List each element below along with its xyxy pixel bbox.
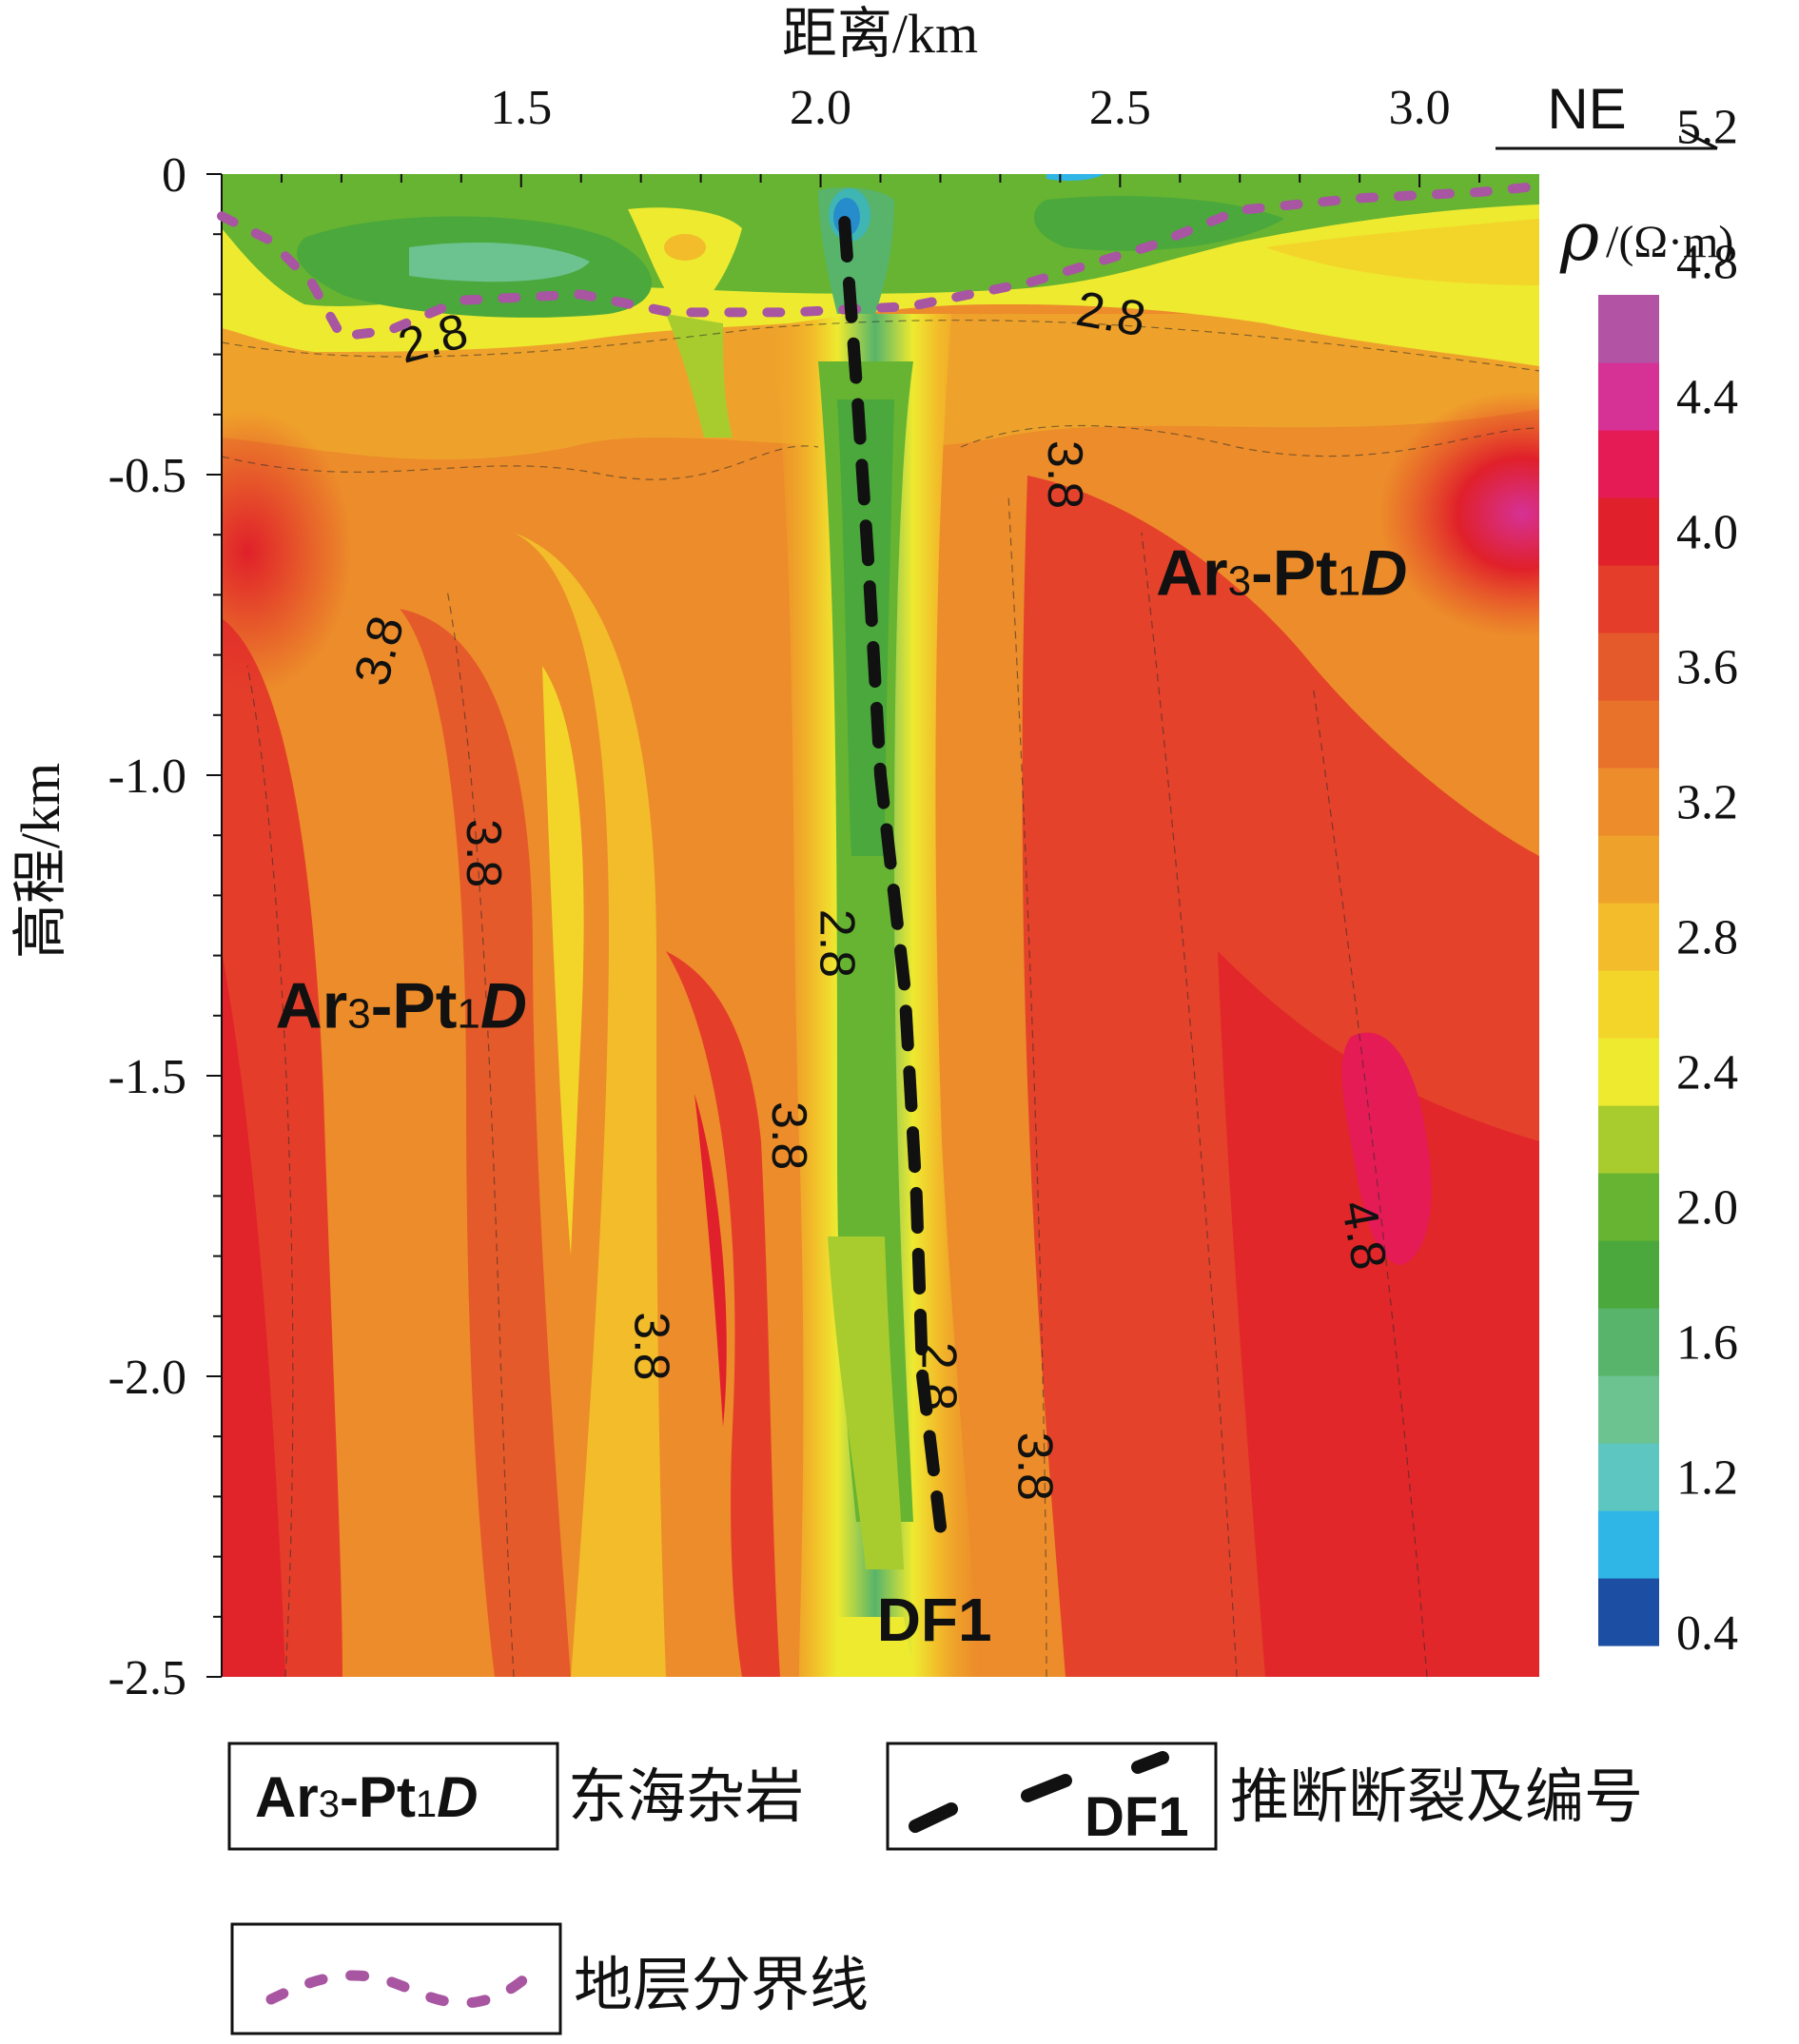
rock-unit-label-sub1: 3 (1228, 557, 1251, 604)
x-tick-labels: 1.5 2.0 2.5 3.0 (490, 81, 1450, 135)
colorbar-swatch (1598, 1173, 1659, 1241)
legend-unit-symbol-mid: -Pt (340, 1765, 416, 1829)
rock-unit-label: Ar3-Pt1D (1156, 536, 1407, 609)
colorbar-tick-label: 2.8 (1676, 911, 1738, 965)
colorbar-swatch (1598, 633, 1659, 701)
rock-unit-label-sub2: 1 (457, 990, 479, 1037)
x-tick-label: 2.5 (1089, 81, 1151, 135)
colorbar-swatch (1598, 1240, 1659, 1309)
x-tick-label: 2.0 (790, 81, 851, 135)
fault-df1-line (838, 216, 947, 1533)
legend-fault-symbol-2 (1021, 1774, 1072, 1802)
legend-unit-box (227, 1742, 559, 1851)
x-tick-label: 3.0 (1389, 81, 1451, 135)
legend-unit-symbol-main: Ar (255, 1765, 319, 1829)
fault-df1-label: DF1 (877, 1586, 992, 1654)
colorbar-swatch (1598, 903, 1659, 971)
colorbar-swatch (1598, 970, 1659, 1039)
rock-unit-label-ital: D (1360, 536, 1407, 609)
colorbar-swatch (1598, 835, 1659, 904)
colorbar-tick-label: 0.4 (1676, 1606, 1738, 1661)
rock-unit-label-mid: -Pt (1251, 536, 1338, 609)
contour-label: 3.8 (623, 1312, 678, 1380)
rock-unit-label-mid: -Pt (371, 969, 458, 1041)
rock-unit-label-main: Ar (1156, 536, 1228, 609)
colorbar-title-symbol: ρ (1559, 198, 1599, 276)
north-east-arrow: NE (1496, 77, 1718, 150)
y-tick-label: -0.5 (108, 449, 186, 503)
legend-fault-symbol (909, 1802, 958, 1833)
y-tick-label: -1.0 (108, 749, 186, 804)
y-axis-title: 高程/km (10, 763, 71, 959)
legend-unit-symbol-sub2: 1 (416, 1783, 437, 1825)
colorbar-swatch (1598, 1375, 1659, 1444)
legend-fault-symbol-3 (1131, 1751, 1169, 1774)
colorbar-tick-label: 2.0 (1676, 1181, 1738, 1236)
rock-unit-label-ital: D (480, 969, 527, 1041)
colorbar-swatch (1598, 295, 1659, 363)
colorbar-swatch (1598, 768, 1659, 836)
y-tick-label: 0 (162, 148, 186, 203)
y-tick-labels: 0 -0.5 -1.0 -1.5 -2.0 -2.5 (108, 148, 186, 1705)
rock-unit-label-sub1: 3 (347, 990, 370, 1037)
legend-unit-symbol-ital: D (437, 1765, 478, 1829)
colorbar-swatch (1598, 1308, 1659, 1376)
legend-item-unit: Ar3-Pt1D 东海杂岩 (227, 1742, 804, 1851)
colorbar-swatch (1598, 1578, 1659, 1646)
colorbar-tick-label: 1.6 (1676, 1316, 1738, 1371)
colorbar-tick-label: 4.4 (1676, 371, 1738, 425)
legend-fault-text: 推断断裂及编号 (1230, 1762, 1643, 1831)
colorbar-tick-label: 1.2 (1676, 1451, 1738, 1506)
contour-label: 3.8 (1037, 440, 1092, 509)
direction-label: NE (1547, 77, 1626, 141)
colorbar-swatch (1598, 1443, 1659, 1511)
colorbar-swatch (1598, 700, 1659, 769)
colorbar-swatch (1598, 497, 1659, 566)
colorbar-swatch (1598, 362, 1659, 431)
legend-unit-symbol: Ar3-Pt1D (255, 1765, 479, 1829)
colorbar-swatch (1598, 1038, 1659, 1106)
resistivity-field (222, 174, 1539, 1677)
legend-item-boundary: 地层分界线 (230, 1922, 869, 2035)
x-tick-label: 1.5 (490, 81, 552, 135)
contour-label: 4.8 (1330, 1197, 1397, 1274)
legend-fault-label: DF1 (1085, 1786, 1189, 1848)
contour-label: 3.8 (456, 819, 511, 887)
legend-unit-text: 东海杂岩 (568, 1762, 804, 1831)
legend-item-fault: DF1 推断断裂及编号 (886, 1742, 1643, 1851)
colorbar-tick-label: 2.4 (1676, 1046, 1738, 1100)
x-axis-title: 距离/km (782, 3, 978, 65)
y-tick-label: -1.5 (108, 1050, 186, 1104)
colorbar-tick-labels: 0.4 1.2 1.6 2.0 2.4 2.8 3.2 3.6 4.0 4.4 4.8 5.2 (1676, 101, 1738, 1661)
contour-label: 2.8 (810, 909, 865, 978)
colorbar-title-unit: /(Ω·m) (1606, 217, 1733, 267)
colorbar-tick-label: 5.2 (1676, 101, 1738, 155)
legend-unit-symbol-sub1: 3 (319, 1783, 340, 1825)
rock-unit-label: Ar3-Pt1D (276, 969, 527, 1041)
colorbar-swatch (1598, 430, 1659, 498)
plot-frame (206, 173, 1481, 1678)
contour-label: 3.8 (1007, 1432, 1062, 1501)
legend-boundary-symbol (265, 1967, 538, 2009)
rock-unit-label-main: Ar (276, 969, 348, 1041)
y-tick-label: -2.5 (108, 1651, 186, 1705)
colorbar-tick-label: 4.0 (1676, 506, 1738, 560)
contour-label: 3.8 (761, 1101, 816, 1170)
colorbar-swatch (1598, 1105, 1659, 1174)
contour-label: 2.8 (1072, 282, 1149, 348)
colorbar-swatch (1598, 565, 1659, 633)
y-tick-label: -2.0 (108, 1351, 186, 1405)
resistivity-colorbar (1598, 295, 1659, 1646)
colorbar-tick-label: 3.6 (1676, 641, 1738, 695)
stratum-boundary-line (217, 181, 1544, 341)
colorbar-tick-label: 4.8 (1676, 236, 1738, 290)
colorbar-swatch (1598, 1510, 1659, 1579)
rock-unit-label-sub2: 1 (1338, 557, 1360, 604)
colorbar-title: ρ /(Ω·m) (1559, 198, 1733, 276)
legend: Ar3-Pt1D 东海杂岩 DF1 推断断裂及编号 地层分界线 (227, 1742, 1643, 2035)
colorbar-tick-label: 3.2 (1676, 776, 1738, 830)
legend-boundary-text: 地层分界线 (574, 1950, 869, 2019)
